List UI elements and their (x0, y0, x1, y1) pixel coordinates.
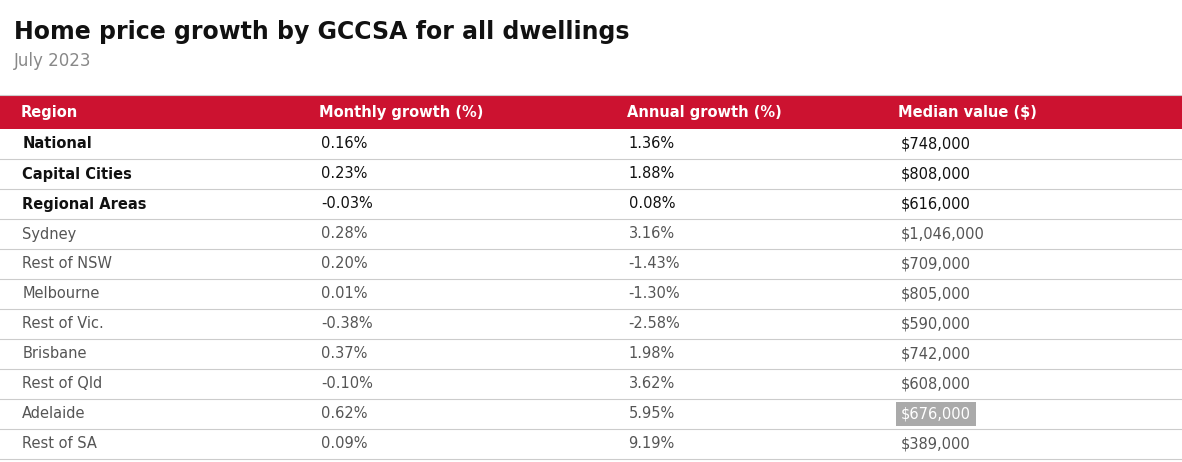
Text: 0.01%: 0.01% (322, 286, 368, 302)
Text: $608,000: $608,000 (901, 377, 970, 391)
Text: Annual growth (%): Annual growth (%) (626, 104, 781, 120)
Text: 5.95%: 5.95% (629, 407, 675, 421)
Text: Regional Areas: Regional Areas (22, 196, 147, 212)
Text: $748,000: $748,000 (901, 136, 970, 152)
Text: $590,000: $590,000 (901, 316, 970, 332)
Text: Sydney: Sydney (22, 226, 77, 242)
Text: 3.62%: 3.62% (629, 377, 675, 391)
Text: 3.16%: 3.16% (629, 226, 675, 242)
Text: -0.03%: -0.03% (322, 196, 374, 212)
Text: 0.09%: 0.09% (322, 437, 368, 451)
Text: 0.16%: 0.16% (322, 136, 368, 152)
Text: -1.30%: -1.30% (629, 286, 680, 302)
Text: 0.62%: 0.62% (322, 407, 368, 421)
Text: Region: Region (20, 104, 78, 120)
Text: Rest of Qld: Rest of Qld (22, 377, 103, 391)
Text: 0.37%: 0.37% (322, 346, 368, 361)
Text: $742,000: $742,000 (901, 346, 970, 361)
Text: Rest of Vic.: Rest of Vic. (22, 316, 104, 332)
Text: 1.88%: 1.88% (629, 166, 675, 182)
Text: 9.19%: 9.19% (629, 437, 675, 451)
Text: 1.36%: 1.36% (629, 136, 675, 152)
Text: Monthly growth (%): Monthly growth (%) (319, 104, 483, 120)
Text: Adelaide: Adelaide (22, 407, 85, 421)
Text: 0.20%: 0.20% (322, 256, 368, 272)
Text: Melbourne: Melbourne (22, 286, 99, 302)
Bar (896, 402, 976, 426)
Text: $616,000: $616,000 (901, 196, 970, 212)
Text: 1.98%: 1.98% (629, 346, 675, 361)
Text: Capital Cities: Capital Cities (22, 166, 132, 182)
Text: 0.08%: 0.08% (629, 196, 675, 212)
Text: Home price growth by GCCSA for all dwellings: Home price growth by GCCSA for all dwell… (14, 20, 630, 44)
Text: Median value ($): Median value ($) (898, 104, 1038, 120)
Text: $676,000: $676,000 (901, 407, 970, 421)
Text: Brisbane: Brisbane (22, 346, 86, 361)
Text: $709,000: $709,000 (901, 256, 970, 272)
Text: -0.10%: -0.10% (322, 377, 374, 391)
Bar (0, 95, 1182, 129)
Text: Rest of SA: Rest of SA (22, 437, 97, 451)
Text: 0.28%: 0.28% (322, 226, 368, 242)
Text: -2.58%: -2.58% (629, 316, 681, 332)
Text: Rest of NSW: Rest of NSW (22, 256, 112, 272)
Text: $805,000: $805,000 (901, 286, 970, 302)
Text: $389,000: $389,000 (901, 437, 970, 451)
Text: -1.43%: -1.43% (629, 256, 680, 272)
Text: 0.23%: 0.23% (322, 166, 368, 182)
Text: -0.38%: -0.38% (322, 316, 372, 332)
Text: $1,046,000: $1,046,000 (901, 226, 985, 242)
Text: National: National (22, 136, 92, 152)
Text: $808,000: $808,000 (901, 166, 970, 182)
Text: July 2023: July 2023 (14, 52, 92, 70)
